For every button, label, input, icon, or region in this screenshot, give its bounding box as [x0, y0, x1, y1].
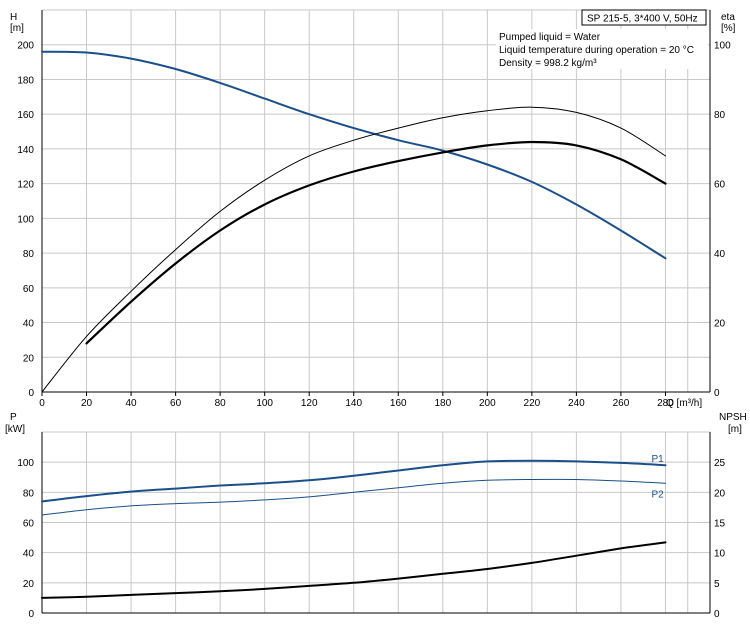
y-right-tick-label: 15: [714, 519, 726, 530]
labels-layer: 0 20 40 60 80 100 120 140 160 180 200 220 240 260 280Q…: [5, 12, 747, 620]
y-left-tick-label: 80: [23, 249, 35, 260]
x-tick-label: 280: [657, 398, 674, 409]
x-tick-label: 180: [434, 398, 451, 409]
y-left-tick-label: 120: [17, 180, 34, 191]
series-label-p1: P1: [651, 454, 664, 465]
top-right-axis-unit: [%]: [721, 23, 736, 34]
x-tick-label: 100: [256, 398, 273, 409]
y-right-tick-label: 60: [714, 180, 726, 191]
bottom-right-axis-title: NPSH: [719, 412, 747, 423]
y-left-tick-label: 0: [28, 609, 34, 620]
y-right-tick-label: 40: [714, 249, 726, 260]
top-grid: [42, 9, 711, 392]
y-right-tick-label: 20: [714, 488, 726, 499]
y-left-tick-label: 20: [23, 579, 35, 590]
y-right-tick-label: 80: [714, 110, 726, 121]
x-tick-label: 120: [301, 398, 318, 409]
y-left-tick-label: 200: [17, 41, 34, 52]
y-right-tick-label: 20: [714, 319, 726, 330]
x-tick-label: 160: [390, 398, 407, 409]
y-left-tick-label: 40: [23, 549, 35, 560]
series-p1-line: [41, 459, 667, 503]
y-left-tick-label: 20: [23, 353, 35, 364]
x-tick-label: 260: [613, 398, 630, 409]
y-right-tick-label: 5: [714, 579, 720, 590]
y-left-tick-label: 60: [23, 519, 35, 530]
model-label: SP 215-5, 3*400 V, 50Hz: [587, 14, 698, 25]
y-left-tick-label: 160: [17, 110, 34, 121]
series-layer: [41, 50, 667, 599]
x-tick-label: 140: [345, 398, 362, 409]
top-left-axis-unit: [m]: [10, 23, 24, 34]
x-tick-label: 80: [215, 398, 227, 409]
info-bg: [496, 29, 708, 69]
y-left-tick-label: 100: [17, 214, 34, 225]
top-left-axis-title: H: [10, 12, 17, 23]
y-left-tick-label: 180: [17, 75, 34, 86]
y-right-tick-label: 10: [714, 549, 726, 560]
info-line-density: Density = 998.2 kg/m³: [499, 58, 597, 69]
x-tick-label: 200: [479, 398, 496, 409]
bottom-left-axis-title: P: [10, 412, 17, 423]
x-tick-label: 0: [39, 398, 45, 409]
x-tick-label: 220: [524, 398, 541, 409]
series-h-line: [41, 50, 667, 260]
x-tick-label: 40: [126, 398, 138, 409]
series-npsh-line: [41, 541, 667, 599]
x-tick-label: 20: [81, 398, 93, 409]
y-right-tick-label: 100: [714, 41, 731, 52]
y-left-tick-label: 100: [17, 458, 34, 469]
series-p2-line: [41, 478, 666, 516]
y-left-tick-label: 80: [23, 488, 35, 499]
bottom-grid: [42, 431, 711, 613]
bottom-right-axis-unit: [m]: [728, 424, 742, 435]
y-left-tick-label: 140: [17, 145, 34, 156]
bottom-left-axis-unit: [kW]: [5, 424, 25, 435]
x-tick-label: 240: [568, 398, 585, 409]
series-eta-thick-line: [85, 140, 667, 345]
x-tick-label: 60: [170, 398, 182, 409]
y-right-tick-label: 25: [714, 458, 726, 469]
y-left-tick-label: 40: [23, 319, 35, 330]
top-right-axis-title: eta: [721, 12, 735, 23]
x-axis-label: Q [m³/h]: [666, 398, 702, 409]
y-right-tick-label: 0: [714, 609, 720, 620]
series-eta-thin-line: [41, 106, 666, 393]
info-line-liquid: Pumped liquid = Water: [499, 32, 601, 43]
axes: [41, 10, 711, 614]
y-left-tick-label: 60: [23, 284, 35, 295]
model-box: [581, 9, 707, 26]
y-left-tick-label: 0: [28, 388, 34, 399]
y-right-tick-label: 0: [714, 388, 720, 399]
series-label-p2: P2: [651, 489, 664, 500]
info-line-temperature: Liquid temperature during operation = 20…: [499, 45, 694, 56]
